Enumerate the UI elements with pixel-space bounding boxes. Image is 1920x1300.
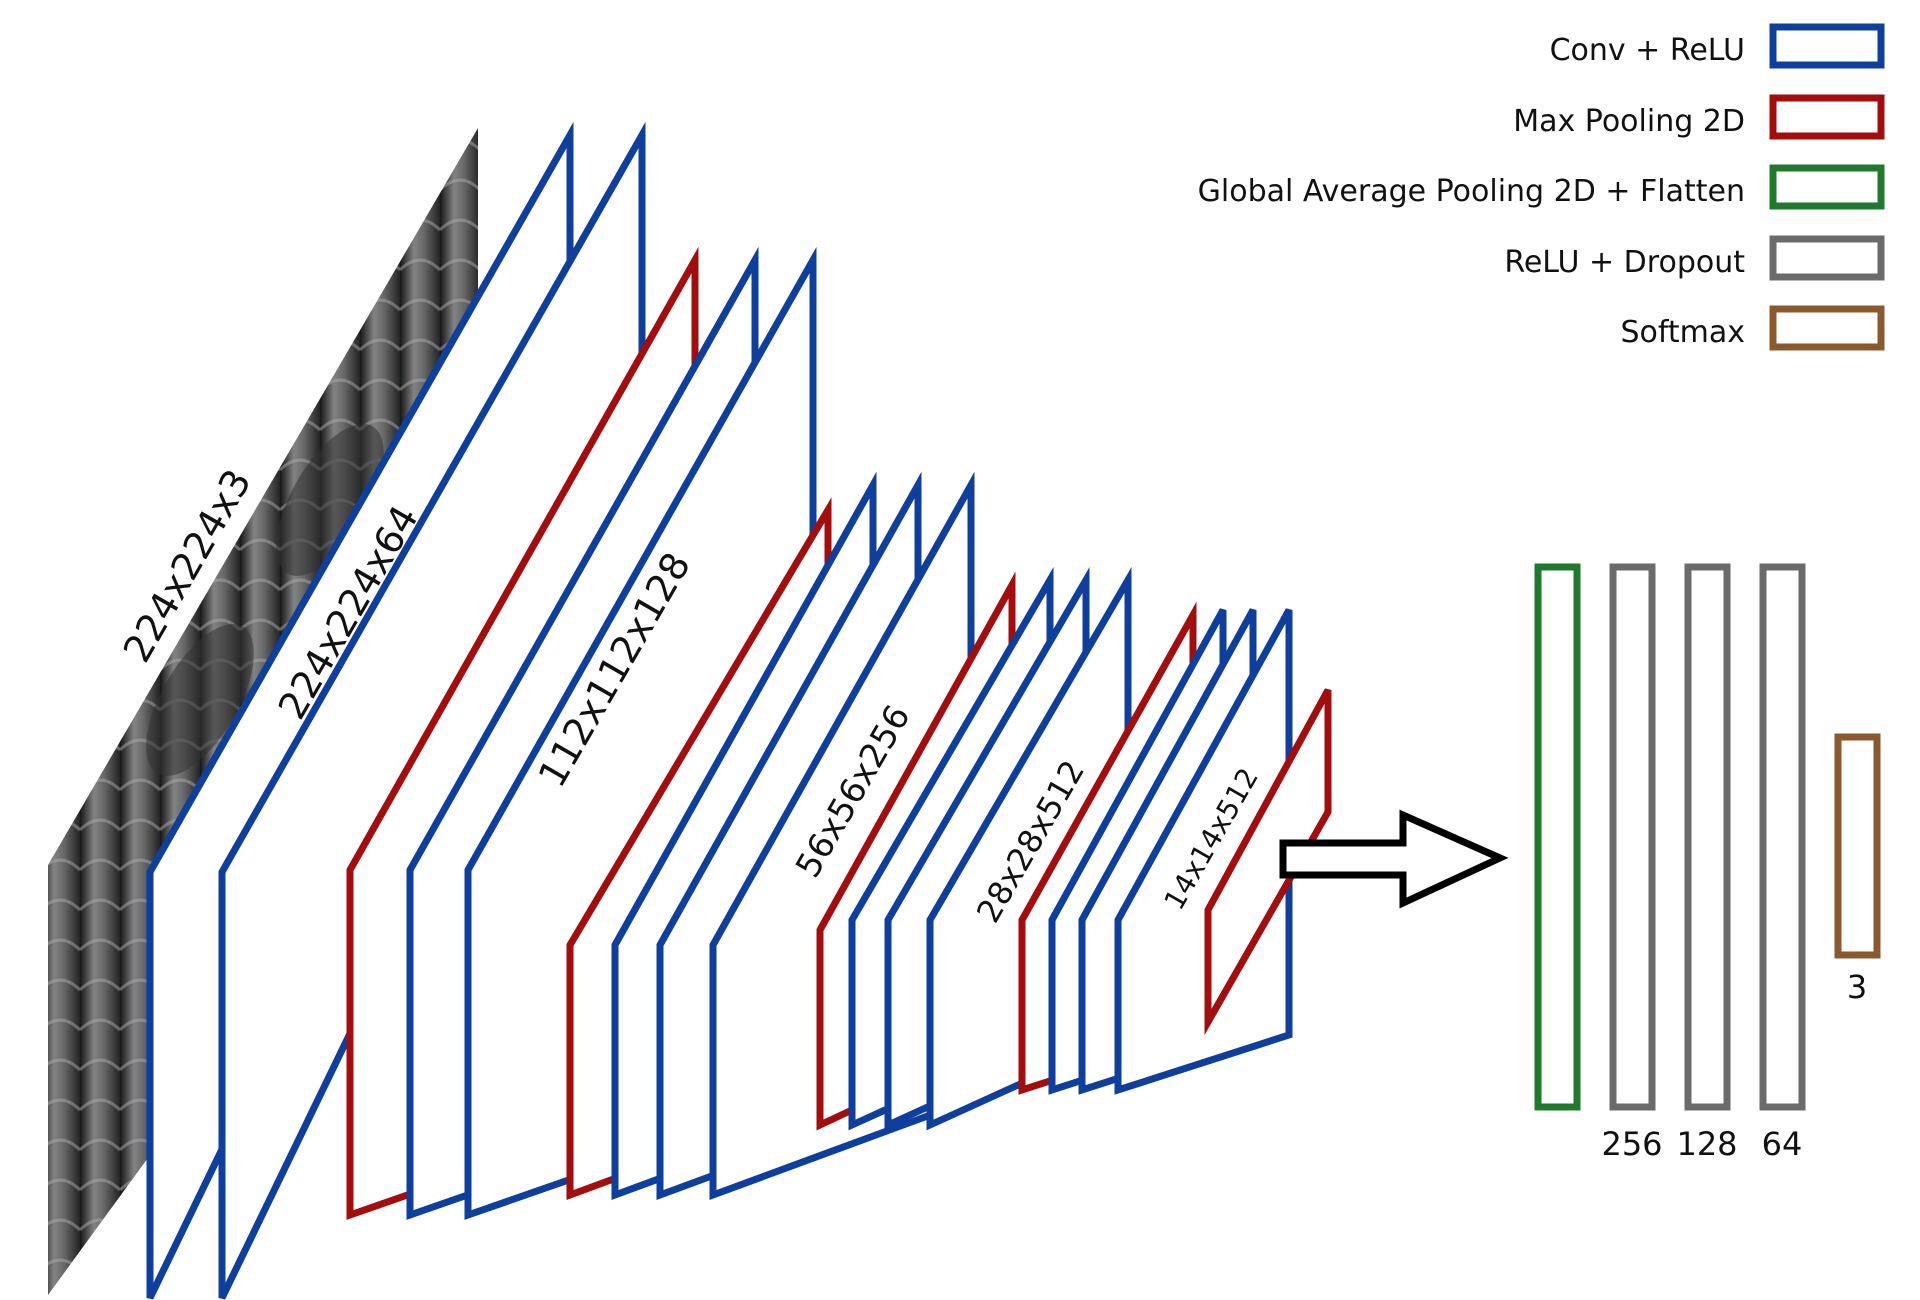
legend-swatch-max-pooling (1769, 94, 1885, 140)
lung-left (276, 423, 384, 577)
maxpool-layer (1204, 688, 1332, 1036)
legend-swatch-conv-relu (1769, 23, 1885, 69)
dense-size-label: 256 (1601, 1125, 1662, 1163)
legend-swatch-global-average-pooling (1769, 164, 1885, 210)
conv-layer (1114, 608, 1293, 1095)
softmax-layer (1834, 733, 1881, 959)
legend-label-max-pooling: Max Pooling 2D (1513, 104, 1745, 139)
output-size-label: 3 (1847, 968, 1867, 1006)
dense-layer (1759, 563, 1806, 1111)
dense-layer (1684, 563, 1731, 1111)
dense-layers: 256 128 64 3 (1534, 563, 1881, 1163)
right-arrow-icon (1279, 809, 1509, 909)
legend-label-global-average-pooling: Global Average Pooling 2D + Flatten (1198, 174, 1745, 209)
legend-label-relu-dropout: ReLU + Dropout (1504, 245, 1745, 280)
dense-layer (1609, 563, 1656, 1111)
legend-swatch-softmax (1769, 305, 1885, 351)
legend-label-softmax: Softmax (1620, 315, 1745, 350)
dense-size-label: 128 (1676, 1125, 1737, 1163)
lung-right (146, 623, 254, 777)
global-average-pooling-flatten-layer (1534, 563, 1581, 1111)
legend-label-conv-relu: Conv + ReLU (1550, 33, 1745, 68)
feature-maps: 224x224x64 112x112x128 56x56x256 28x28x5… (146, 121, 1332, 1300)
legend-swatch-relu-dropout (1769, 235, 1885, 281)
legend: Conv + ReLU Max Pooling 2D Global Averag… (1198, 23, 1885, 351)
dense-size-label: 64 (1762, 1125, 1803, 1163)
